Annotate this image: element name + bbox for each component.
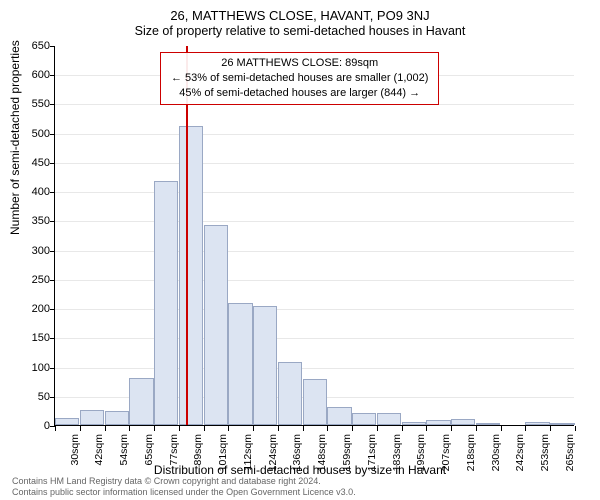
ytick-label: 0 [10,420,50,432]
histogram-bar [253,306,277,425]
histogram-bar [426,420,450,425]
annotation-line-3: 45% of semi-detached houses are larger (… [171,86,428,101]
ytick-label: 600 [10,69,50,81]
ytick-mark [50,104,55,105]
annotation-line-2: ← 53% of semi-detached houses are smalle… [171,71,428,86]
histogram-bar [377,413,401,425]
histogram-bar [352,413,376,425]
gridline-h [55,163,574,164]
histogram-bar [80,410,104,425]
histogram-bar [105,411,129,425]
ytick-label: 200 [10,303,50,315]
ytick-mark [50,397,55,398]
gridline-h [55,280,574,281]
histogram-bar [129,378,153,425]
histogram-bar [154,181,178,425]
xtick-mark [179,426,180,431]
histogram-bar [303,379,327,425]
ytick-mark [50,134,55,135]
histogram-bar [451,419,475,425]
xtick-mark [253,426,254,431]
xtick-mark [129,426,130,431]
footer-line-1: Contains HM Land Registry data © Crown c… [12,476,356,487]
xtick-label: 77sqm [168,434,180,466]
ytick-label: 150 [10,332,50,344]
ytick-label: 250 [10,274,50,286]
ytick-label: 300 [10,245,50,257]
xtick-label: 54sqm [118,434,130,466]
xtick-mark [204,426,205,431]
ytick-mark [50,280,55,281]
gridline-h [55,338,574,339]
gridline-h [55,309,574,310]
xtick-mark [501,426,502,431]
xtick-mark [228,426,229,431]
xtick-mark [352,426,353,431]
footer-line-2: Contains public sector information licen… [12,487,356,498]
histogram-bar [525,422,549,426]
histogram-bar [278,362,302,425]
xtick-mark [550,426,551,431]
xtick-mark [327,426,328,431]
histogram-bar [550,423,574,425]
title-sub: Size of property relative to semi-detach… [0,24,600,38]
xtick-mark [426,426,427,431]
histogram-bar [204,225,228,425]
ytick-label: 50 [10,391,50,403]
ytick-label: 350 [10,215,50,227]
histogram-bar [179,126,203,425]
gridline-h [55,192,574,193]
reference-annotation-box: 26 MATTHEWS CLOSE: 89sqm← 53% of semi-de… [160,52,439,105]
xtick-mark [575,426,576,431]
ytick-mark [50,75,55,76]
xtick-label: 30sqm [69,434,81,466]
xtick-mark [55,426,56,431]
ytick-label: 100 [10,362,50,374]
gridline-h [55,221,574,222]
chart-area: 30sqm42sqm54sqm65sqm77sqm89sqm101sqm112s… [54,46,574,426]
footer-attribution: Contains HM Land Registry data © Crown c… [12,476,356,499]
xtick-label: 42sqm [93,434,105,466]
xtick-mark [377,426,378,431]
gridline-h [55,368,574,369]
ytick-mark [50,309,55,310]
gridline-h [55,134,574,135]
gridline-h [55,104,574,105]
ytick-mark [50,338,55,339]
ytick-mark [50,192,55,193]
gridline-h [55,251,574,252]
annotation-line-1: 26 MATTHEWS CLOSE: 89sqm [171,56,428,71]
histogram-bar [228,303,252,425]
chart-title-block: 26, MATTHEWS CLOSE, HAVANT, PO9 3NJ Size… [0,0,600,38]
histogram-bar [327,407,351,425]
histogram-bar [402,422,426,425]
ytick-mark [50,251,55,252]
plot-area: 30sqm42sqm54sqm65sqm77sqm89sqm101sqm112s… [54,46,574,426]
ytick-label: 500 [10,128,50,140]
xtick-mark [303,426,304,431]
xtick-label: 65sqm [143,434,155,466]
ytick-label: 400 [10,186,50,198]
xtick-mark [402,426,403,431]
xtick-mark [105,426,106,431]
ytick-mark [50,221,55,222]
ytick-mark [50,368,55,369]
xtick-mark [80,426,81,431]
title-main: 26, MATTHEWS CLOSE, HAVANT, PO9 3NJ [0,8,600,23]
ytick-label: 550 [10,98,50,110]
xtick-mark [525,426,526,431]
xtick-mark [278,426,279,431]
ytick-mark [50,163,55,164]
histogram-bar [476,423,500,425]
xtick-label: 89sqm [192,434,204,466]
histogram-bar [55,418,79,425]
xtick-mark [476,426,477,431]
ytick-label: 450 [10,157,50,169]
ytick-label: 650 [10,40,50,52]
xtick-mark [451,426,452,431]
ytick-mark [50,46,55,47]
xtick-mark [154,426,155,431]
